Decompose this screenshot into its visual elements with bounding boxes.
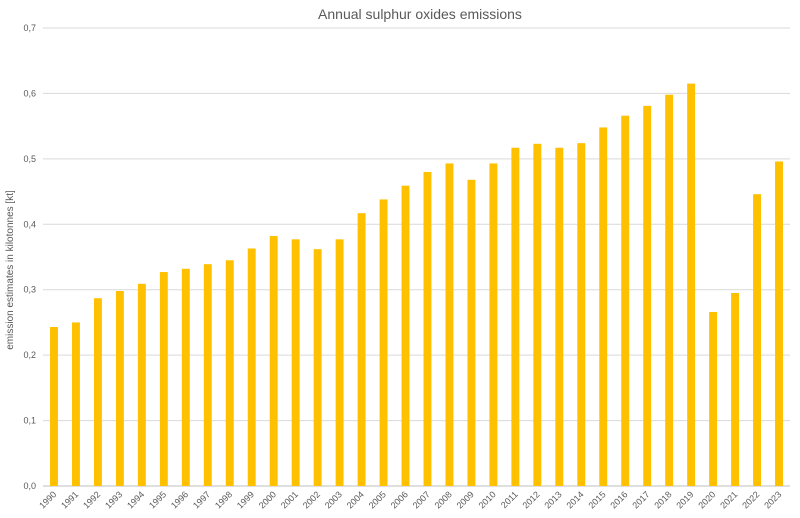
x-tick-label: 1994 [125,489,146,510]
y-tick-label: 0,7 [23,23,36,33]
x-tick-label: 2018 [652,489,673,510]
bar-2000 [269,236,278,486]
bar-2009 [467,179,476,486]
x-tick-label: 1991 [59,489,80,510]
x-tick-label: 2019 [674,489,695,510]
bar-1996 [181,268,190,486]
x-tick-label: 1992 [81,489,102,510]
x-tick-label: 2005 [367,489,388,510]
bar-2002 [313,249,322,486]
x-tick-label: 2015 [586,489,607,510]
bar-1997 [203,264,212,486]
bar-2013 [555,147,564,486]
bar-2017 [643,105,652,487]
bar-2005 [379,199,388,486]
bar-2011 [511,147,520,486]
x-tick-label: 1993 [103,489,124,510]
x-tick-label: 2000 [257,489,278,510]
x-tick-label: 2001 [279,489,300,510]
bar-1992 [93,298,102,486]
y-tick-labels: 0,0 0,1 0,2 0,3 0,4 0,5 0,6 0,7 [23,23,36,491]
bar-2015 [599,127,608,487]
x-tick-label: 2023 [762,489,783,510]
x-tick-label: 2006 [389,489,410,510]
x-tick-label: 1997 [191,489,212,510]
bar-1995 [159,272,168,486]
bar-2007 [423,171,432,486]
bar-2021 [731,292,740,486]
bar-2008 [445,163,454,487]
bar-2006 [401,185,410,486]
bar-2004 [357,213,366,487]
bar-2001 [291,239,300,486]
bar-2012 [533,143,542,486]
x-tick-label: 2022 [740,489,761,510]
x-tick-label: 1999 [235,489,256,510]
bar-1991 [72,322,80,486]
x-tick-label: 2014 [564,489,585,510]
x-tick-label: 1996 [169,489,190,510]
y-tick-label: 0,3 [23,285,36,295]
bar-2019 [687,83,696,486]
x-tick-label: 2013 [542,489,563,510]
x-tick-label: 2010 [477,489,498,510]
x-tick-label: 2004 [345,489,366,510]
y-tick-label: 0,4 [23,219,36,229]
bar-2022 [753,194,761,486]
gridlines [43,27,790,487]
x-tick-label: 1990 [37,489,58,510]
x-tick-label: 2020 [696,489,717,510]
x-tick-label: 2009 [455,489,476,510]
bar-2014 [577,143,586,486]
bar-1999 [247,248,256,486]
bar-2003 [335,239,344,486]
x-tick-label: 2003 [323,489,344,510]
y-tick-label: 0,1 [23,416,36,426]
x-tick-label: 2017 [630,489,651,510]
x-tick-label: 2008 [433,489,454,510]
chart-title: Annual sulphur oxides emissions [318,6,522,22]
bar-2020 [709,311,718,486]
x-tick-label: 2011 [499,489,520,510]
x-tick-label: 2012 [521,489,542,510]
bar-1994 [137,283,146,486]
bar-1990 [50,327,58,486]
x-tick-label: 2007 [411,489,432,510]
bar-2018 [665,94,674,486]
y-tick-label: 0,2 [23,350,36,360]
y-tick-label: 0,5 [23,154,36,164]
bar-2023 [775,161,783,486]
bar-2010 [489,163,498,487]
x-tick-label: 1995 [147,489,168,510]
y-tick-label: 0,0 [23,481,36,491]
bar-1993 [115,291,124,486]
x-tick-label: 2002 [301,489,322,510]
bar-1998 [225,260,234,486]
bar-2016 [621,115,630,486]
bars [50,83,783,487]
x-tick-labels: 1990 1991 1992 1993 1994 1995 1996 1997 1998 1999… [37,489,783,510]
y-axis-label: emission estimates in kilotonnes [kt] [5,190,16,350]
x-tick-label: 1998 [213,489,234,510]
x-tick-label: 2021 [718,489,739,510]
x-tick-label: 2016 [608,489,629,510]
y-tick-label: 0,6 [23,88,36,98]
